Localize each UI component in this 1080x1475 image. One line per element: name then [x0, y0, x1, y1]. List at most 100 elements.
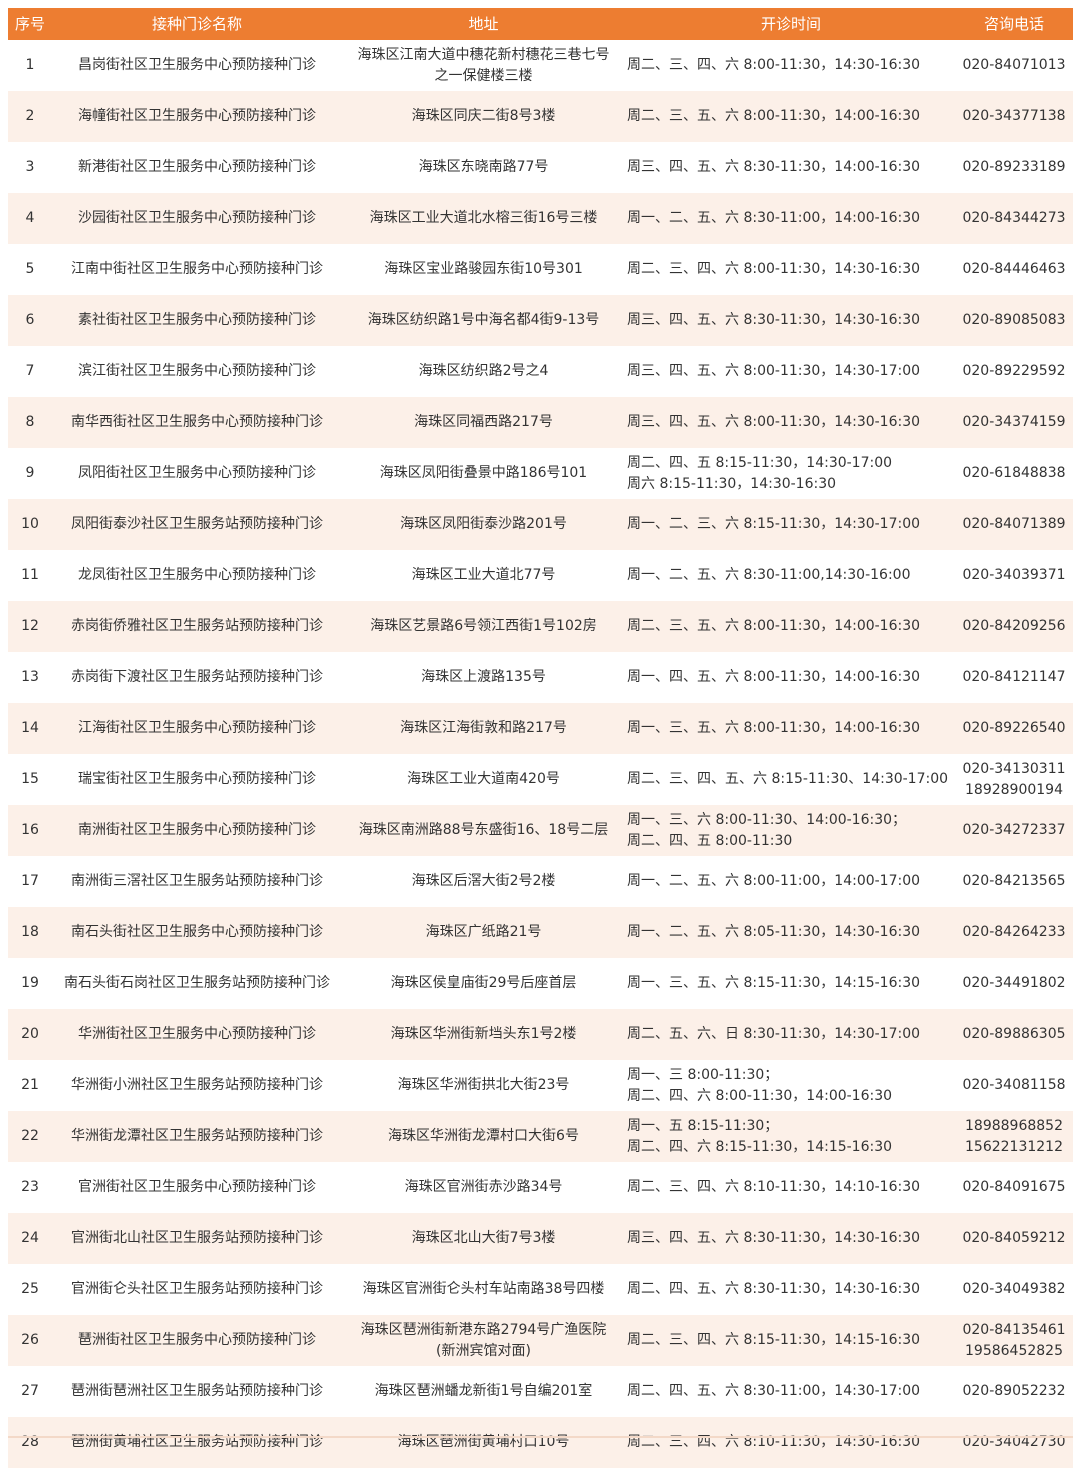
cell-address: 海珠区琶洲街新港东路2794号广渔医院 (新洲宾馆对面) [360, 1321, 607, 1359]
cell-phone: 020-84213565 [962, 873, 1066, 889]
cell-index: 9 [25, 465, 35, 481]
cell-phone: 020-34130311 18928900194 [962, 760, 1066, 798]
cell-hours: 周三、四、五、六 8:30-11:30，14:00-16:30 [627, 159, 921, 175]
cell-hours: 周一、二、五、六 8:05-11:30，14:30-16:30 [627, 924, 921, 940]
cell-index: 22 [21, 1128, 39, 1144]
cell-index: 27 [21, 1383, 39, 1399]
cell-clinic-name: 海幢街社区卫生服务中心预防接种门诊 [78, 108, 316, 124]
cell-clinic-name: 华洲街社区卫生服务中心预防接种门诊 [78, 1026, 316, 1042]
cell-address: 海珠区琶洲蟠龙新街1号自编201室 [374, 1383, 593, 1399]
cell-index: 8 [25, 414, 35, 430]
cell-index: 14 [21, 720, 39, 736]
cell-clinic-name: 瑞宝街社区卫生服务中心预防接种门诊 [78, 771, 316, 787]
cell-clinic-name: 琶洲街琶洲社区卫生服务站预防接种门诊 [71, 1383, 323, 1399]
cell-clinic-name: 南石头街石岗社区卫生服务站预防接种门诊 [64, 975, 330, 991]
cell-address: 海珠区华洲街拱北大街23号 [397, 1077, 570, 1093]
cell-phone: 020-34049382 [962, 1281, 1066, 1297]
cell-hours: 周一、三、五、六 8:15-11:30，14:15-16:30 [627, 975, 921, 991]
cell-hours: 周二、五、六、日 8:30-11:30，14:30-17:00 [627, 1026, 921, 1042]
table-row: 7 滨江街社区卫生服务中心预防接种门诊 海珠区纺织路2号之4 周三、四、五、六 8:0… [8, 346, 1073, 397]
cell-address: 海珠区工业大道北77号 [411, 567, 556, 583]
cell-address: 海珠区凤阳街叠景中路186号101 [379, 465, 588, 481]
cell-phone: 020-84091675 [962, 1179, 1066, 1195]
cell-address: 海珠区同庆二街8号3楼 [411, 108, 556, 124]
cell-hours: 周二、三、四、六 8:10-11:30，14:10-16:30 [627, 1179, 921, 1195]
cell-address: 海珠区琶洲街黄埔村口10号 [397, 1434, 570, 1450]
cell-address: 海珠区工业大道北水榕三街16号三楼 [369, 210, 598, 226]
table-row: 6 素社街社区卫生服务中心预防接种门诊 海珠区纺织路1号中海名都4街9-13号 周三、… [8, 295, 1073, 346]
cell-address: 海珠区南洲路88号东盛街16、18号二层 [358, 822, 609, 838]
header-index: 序号 [14, 14, 45, 33]
table-row: 9 凤阳街社区卫生服务中心预防接种门诊 海珠区凤阳街叠景中路186号101 周二、四、… [8, 448, 1073, 499]
cell-hours: 周二、三、四、六 8:00-11:30，14:30-16:30 [627, 57, 921, 73]
table-row: 14 江海街社区卫生服务中心预防接种门诊 海珠区江海街敦和路217号 周一、三、五、六… [8, 703, 1073, 754]
cell-address: 海珠区江南大道中穗花新村穗花三巷七号 之一保健楼三楼 [357, 46, 610, 84]
cell-hours: 周一、五 8:15-11:30； 周二、四、六 8:15-11:30，14:15… [627, 1117, 893, 1155]
cell-address: 海珠区侯皇庙街29号后座首层 [390, 975, 577, 991]
table-row: 24 官洲街北山社区卫生服务站预防接种门诊 海珠区北山大街7号3楼 周三、四、五、六 … [8, 1213, 1073, 1264]
header-address: 地址 [468, 14, 499, 33]
cell-phone: 020-84135461 19586452825 [962, 1321, 1066, 1359]
cell-hours: 周一、三、六 8:00-11:30、14:00-16:30； 周二、四、五 8:… [627, 811, 907, 849]
cell-hours: 周三、四、五、六 8:00-11:30，14:30-17:00 [627, 363, 921, 379]
cell-address: 海珠区广纸路21号 [425, 924, 542, 940]
cell-clinic-name: 龙凤街社区卫生服务中心预防接种门诊 [78, 567, 316, 583]
cell-address: 海珠区纺织路1号中海名都4街9-13号 [367, 312, 600, 328]
cell-index: 26 [21, 1332, 39, 1348]
cell-hours: 周一、二、五、六 8:30-11:00,14:30-16:00 [627, 567, 911, 583]
cell-index: 3 [25, 159, 35, 175]
table-row: 22 华洲街龙潭社区卫生服务站预防接种门诊 海珠区华洲街龙潭村口大街6号 周一、五 8… [8, 1111, 1073, 1162]
cell-clinic-name: 凤阳街泰沙社区卫生服务站预防接种门诊 [71, 516, 323, 532]
cell-clinic-name: 赤岗街侨雅社区卫生服务站预防接种门诊 [71, 618, 323, 634]
cell-address: 海珠区凤阳街泰沙路201号 [400, 516, 567, 532]
cell-index: 17 [21, 873, 39, 889]
cell-address: 海珠区华洲街龙潭村口大街6号 [388, 1128, 579, 1144]
cell-hours: 周二、三、四、六 8:10-11:30，14:30-16:30 [627, 1434, 921, 1450]
cell-index: 6 [25, 312, 35, 328]
cell-phone: 020-84071013 [962, 57, 1066, 73]
cell-phone: 020-84344273 [962, 210, 1066, 226]
cell-hours: 周二、三、四、六 8:15-11:30，14:15-16:30 [627, 1332, 921, 1348]
cell-phone: 020-89226540 [962, 720, 1066, 736]
cell-address: 海珠区同福西路217号 [414, 414, 553, 430]
cell-index: 5 [25, 261, 35, 277]
cell-index: 4 [25, 210, 35, 226]
cell-index: 11 [21, 567, 39, 583]
cell-clinic-name: 华洲街龙潭社区卫生服务站预防接种门诊 [71, 1128, 323, 1144]
cell-phone: 020-34374159 [962, 414, 1066, 430]
cell-address: 海珠区东晓南路77号 [418, 159, 549, 175]
cell-index: 13 [21, 669, 39, 685]
cell-clinic-name: 南洲街三滘社区卫生服务站预防接种门诊 [71, 873, 323, 889]
cell-phone: 020-89229592 [962, 363, 1066, 379]
cell-clinic-name: 官洲街社区卫生服务中心预防接种门诊 [78, 1179, 316, 1195]
cell-phone: 020-89085083 [962, 312, 1066, 328]
cell-phone: 020-34081158 [962, 1077, 1066, 1093]
cell-clinic-name: 南洲街社区卫生服务中心预防接种门诊 [78, 822, 316, 838]
cell-address: 海珠区工业大道南420号 [407, 771, 560, 787]
header-phone: 咨询电话 [983, 14, 1044, 33]
cell-phone: 020-89886305 [962, 1026, 1066, 1042]
table-row: 3 新港街社区卫生服务中心预防接种门诊 海珠区东晓南路77号 周三、四、五、六 8:3… [8, 142, 1073, 193]
cell-phone: 020-34042730 [962, 1434, 1066, 1450]
cell-index: 7 [25, 363, 35, 379]
cell-address: 海珠区官洲街赤沙路34号 [404, 1179, 563, 1195]
cell-phone: 020-34039371 [962, 567, 1066, 583]
cell-hours: 周一、三 8:00-11:30； 周二、四、六 8:00-11:30，14:00… [627, 1066, 893, 1104]
cell-hours: 周二、四、五 8:15-11:30，14:30-17:00 周六 8:15-11… [627, 454, 893, 492]
cell-index: 16 [21, 822, 39, 838]
cell-index: 15 [21, 771, 39, 787]
cell-index: 10 [21, 516, 39, 532]
cell-hours: 周一、三、五、六 8:00-11:30，14:00-16:30 [627, 720, 921, 736]
cell-index: 21 [21, 1077, 39, 1093]
table-row: 1 昌岗街社区卫生服务中心预防接种门诊 海珠区江南大道中穗花新村穗花三巷七号 之一保… [8, 40, 1073, 91]
cell-index: 18 [21, 924, 39, 940]
table-row: 18 南石头街社区卫生服务中心预防接种门诊 海珠区广纸路21号 周一、二、五、六 8:… [8, 907, 1073, 958]
cell-clinic-name: 官洲街仑头社区卫生服务站预防接种门诊 [71, 1281, 323, 1297]
table-row: 27 琶洲街琶洲社区卫生服务站预防接种门诊 海珠区琶洲蟠龙新街1号自编201室 周二、… [8, 1366, 1073, 1417]
cell-address: 海珠区宝业路骏园东街10号301 [384, 261, 583, 277]
cell-hours: 周一、二、三、六 8:15-11:30，14:30-17:00 [627, 516, 921, 532]
cell-index: 2 [25, 108, 35, 124]
cell-clinic-name: 江南中街社区卫生服务中心预防接种门诊 [71, 261, 323, 277]
table-row: 28 琶洲街黄埔社区卫生服务站预防接种门诊 海珠区琶洲街黄埔村口10号 周二、三、四、… [8, 1417, 1073, 1468]
cell-address: 海珠区官洲街仑头村车站南路38号四楼 [362, 1281, 605, 1297]
